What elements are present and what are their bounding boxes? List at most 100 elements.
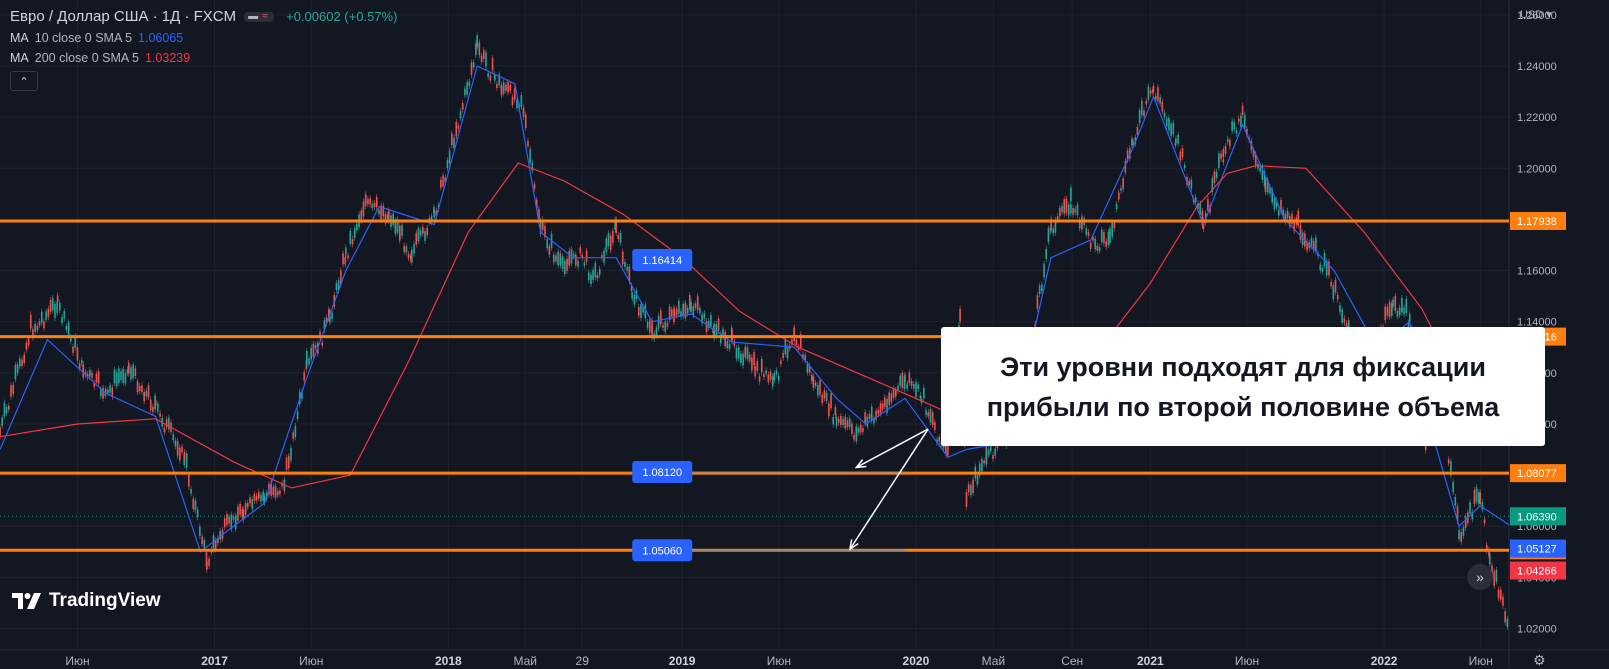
candle-body <box>1312 240 1315 251</box>
scroll-to-realtime-button[interactable]: » <box>1467 564 1493 590</box>
candle-body <box>290 447 292 461</box>
candle-body <box>1163 112 1166 118</box>
collapse-legend-button[interactable]: ⌃ <box>10 71 38 91</box>
candle-body <box>283 479 286 488</box>
candle-body <box>775 370 778 375</box>
market-status-icon[interactable]: ▬ ≈ <box>244 11 275 22</box>
arrow-line <box>849 428 929 550</box>
candle-body <box>380 205 382 220</box>
candle-body <box>1215 171 1218 178</box>
candle-body <box>226 514 228 525</box>
candle-body <box>1332 285 1335 300</box>
candle-body <box>1207 198 1209 211</box>
candle-body <box>958 325 960 329</box>
price-tick-label: 1.24000 <box>1517 61 1557 73</box>
candle-body <box>1054 219 1057 233</box>
candle-body <box>212 535 215 550</box>
candle-body <box>1177 134 1179 144</box>
candle-body <box>442 175 444 187</box>
time-tick-label: 2021 <box>1137 654 1164 668</box>
candle-body <box>989 442 992 451</box>
candle-body <box>628 266 631 282</box>
gear-icon[interactable]: ⚙ <box>1533 652 1546 668</box>
candle-body <box>124 372 127 384</box>
candle-body <box>673 311 676 317</box>
axis-badge-box <box>1510 561 1566 580</box>
candle-body <box>511 96 514 106</box>
candle-body <box>925 409 927 416</box>
candle-body <box>262 491 264 501</box>
indicator-ma10[interactable]: MA 10 close 0 SMA 5 1.06065 <box>10 31 397 45</box>
tradingview-logo[interactable]: TradingView <box>12 590 161 612</box>
candle-body <box>353 228 356 238</box>
candle-body <box>1273 198 1276 210</box>
symbol-title[interactable]: Евро / Доллар США · 1Д · FXCM ▬ ≈ +0.0060… <box>10 8 397 25</box>
candle-body <box>1407 322 1410 328</box>
candle-body <box>992 455 994 459</box>
candle-body <box>480 55 483 62</box>
candle-body <box>1120 187 1122 191</box>
candle-body <box>715 324 718 336</box>
candle-body <box>453 137 455 149</box>
candle-body <box>1323 252 1326 266</box>
candle-body <box>539 221 542 234</box>
candle-body <box>1231 120 1233 132</box>
ma10-line <box>0 65 1510 553</box>
candle-body <box>130 367 132 380</box>
candle-body <box>1388 301 1391 317</box>
candle-body <box>533 183 536 189</box>
candle-body <box>1502 596 1504 606</box>
candle-body <box>485 52 487 67</box>
candle-body <box>983 460 985 464</box>
candle-body <box>270 482 272 496</box>
candle-body <box>934 422 936 430</box>
candle-body <box>1159 96 1161 104</box>
time-tick-label: Сен <box>1061 654 1083 668</box>
chart-legend: Евро / Доллар США · 1Д · FXCM ▬ ≈ +0.0060… <box>10 8 397 91</box>
candle-body <box>682 303 685 317</box>
candle-body <box>502 82 505 94</box>
axis-badge-box <box>1510 539 1566 558</box>
candle-body <box>141 385 143 393</box>
candle-body <box>143 392 145 402</box>
candle-body <box>223 518 226 528</box>
candle-body <box>929 409 932 423</box>
candle-body <box>513 88 516 100</box>
candle-body <box>1488 549 1490 557</box>
candle-body <box>899 375 901 386</box>
candle-body <box>154 400 157 406</box>
candle-body <box>360 210 363 221</box>
symbol-name[interactable]: Евро / Доллар США · 1Д · FXCM <box>10 8 237 25</box>
candle-body <box>59 302 61 311</box>
time-tick-label: Июн <box>767 654 791 668</box>
currency-label[interactable]: USD ▾ <box>1520 9 1552 21</box>
candle-body <box>1473 489 1476 505</box>
candle-body <box>577 260 579 267</box>
candle-body <box>468 81 471 87</box>
candle-body <box>308 358 310 365</box>
candle-body <box>811 374 813 382</box>
candle-body <box>754 366 756 377</box>
candle-body <box>621 251 624 265</box>
candle-body <box>793 327 796 342</box>
indicator-ma200[interactable]: MA 200 close 0 SMA 5 1.03239 <box>10 51 397 65</box>
candle-body <box>38 321 41 326</box>
candle-body <box>1447 459 1450 464</box>
axis-badge-text: 1.06390 <box>1517 511 1557 523</box>
candle-body <box>1241 105 1244 116</box>
candle-body <box>906 383 909 389</box>
candle-body <box>364 194 367 202</box>
candle-body <box>1070 187 1072 202</box>
candle-body <box>136 381 139 393</box>
indicator-value: 1.03239 <box>144 51 191 65</box>
candle-body <box>1087 231 1090 236</box>
time-tick-label: 2018 <box>435 654 462 668</box>
candle-body <box>1065 198 1068 213</box>
candle-body <box>228 516 230 524</box>
indicator-label: MA <box>10 31 29 45</box>
candle-body <box>642 306 644 313</box>
price-tick-label: 1.20000 <box>1517 163 1557 175</box>
candle-body <box>419 230 422 236</box>
candle-body <box>1172 122 1175 135</box>
candle-body <box>448 150 451 164</box>
